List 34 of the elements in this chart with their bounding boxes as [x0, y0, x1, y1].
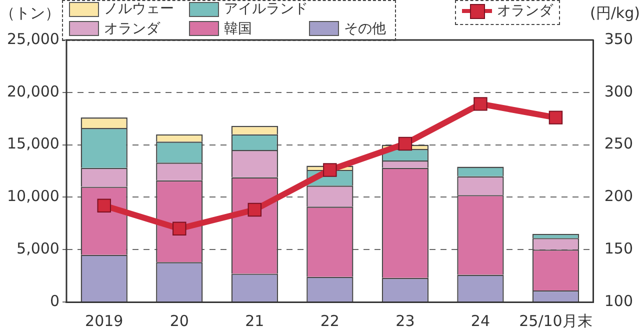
x-tick-label: 23 — [396, 312, 415, 330]
x-tick-label: 24 — [470, 312, 490, 330]
legend-label: オランダ — [104, 20, 160, 36]
y-tick-label: 0 — [50, 292, 60, 310]
point — [548, 110, 563, 124]
y2-tick-label: 150 — [604, 239, 634, 258]
y-tick-label: 20,000 — [6, 82, 60, 100]
point — [398, 136, 412, 151]
x-tick-label: 20 — [170, 312, 189, 330]
point — [323, 163, 337, 177]
y2-tick-label: 300 — [604, 82, 634, 100]
y2-axis-title: (円/kg) — [590, 4, 640, 23]
legend-label: オランダ — [497, 2, 553, 20]
x-tick-label: 2019 — [85, 312, 124, 330]
x-tick-label: 22 — [320, 312, 340, 330]
x-tick-label: 21 — [245, 312, 264, 330]
point — [97, 198, 111, 212]
y2-tick-label: 250 — [604, 134, 634, 153]
y-tick-label: 15,000 — [6, 134, 60, 153]
y2-tick-label: 350 — [604, 30, 634, 48]
legend-label: その他 — [344, 20, 386, 36]
y-tick-label: 10,000 — [6, 187, 60, 206]
legend-label: アイルランド — [224, 1, 308, 17]
legend-label: ノルウェー — [104, 1, 174, 17]
y-tick-label: 5,000 — [16, 239, 60, 258]
point — [248, 202, 262, 217]
y-axis-title: （トン） — [0, 4, 60, 23]
y-tick-label: 25,000 — [6, 30, 60, 48]
point — [172, 222, 186, 236]
y2-tick-label: 200 — [604, 187, 634, 206]
x-tick-label: 25/10月末 — [519, 312, 592, 330]
y2-tick-label: 100 — [604, 292, 634, 310]
point — [474, 97, 488, 111]
legend-label: 韓国 — [224, 20, 252, 36]
